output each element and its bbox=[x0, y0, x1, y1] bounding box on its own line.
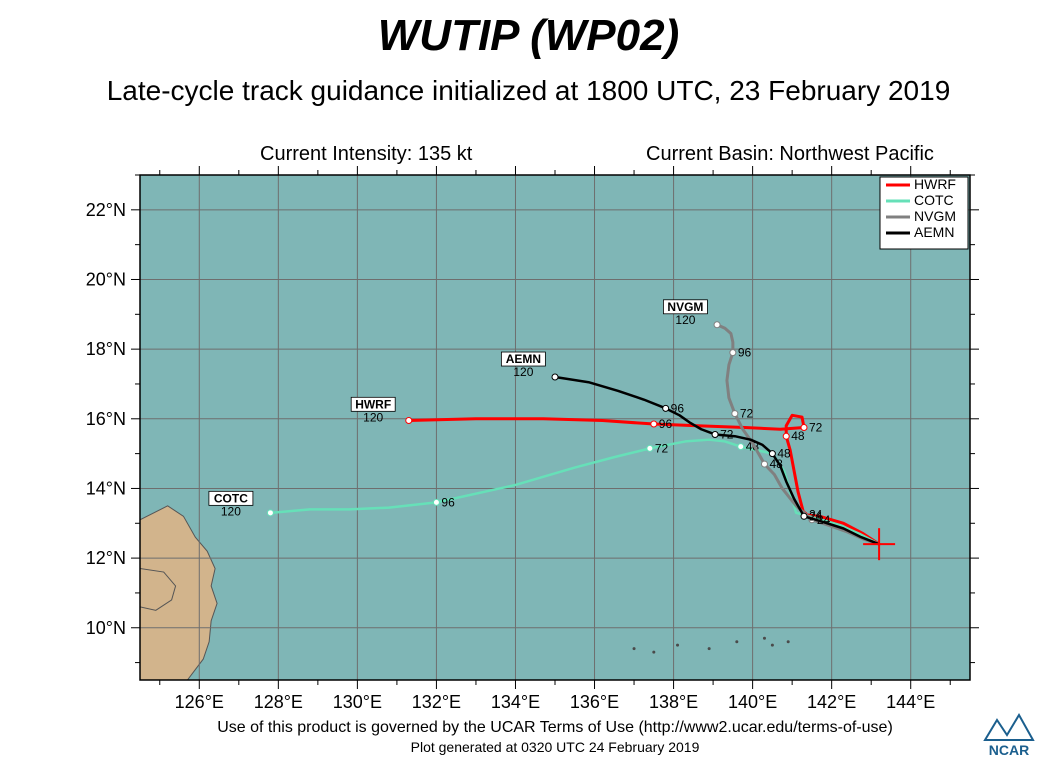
terms-text: Use of this product is governed by the U… bbox=[217, 719, 893, 736]
main-title: WUTIP (WP02) bbox=[378, 11, 679, 60]
ytick-label: 20°N bbox=[86, 269, 126, 289]
track-point bbox=[801, 513, 807, 519]
ocean bbox=[140, 175, 970, 680]
xtick-label: 140°E bbox=[728, 692, 777, 712]
legend-label: HWRF bbox=[914, 176, 956, 192]
track-point bbox=[801, 425, 807, 431]
track-point bbox=[647, 445, 653, 451]
track-point bbox=[406, 418, 412, 424]
track-label: HWRF bbox=[355, 397, 391, 411]
subtitle: Late-cycle track guidance initialized at… bbox=[107, 75, 951, 106]
track-label: AEMN bbox=[506, 352, 541, 366]
hour-label: 72 bbox=[809, 421, 823, 435]
hour-label: 24 bbox=[809, 509, 823, 523]
intensity-label: Current Intensity: 135 kt bbox=[260, 143, 473, 165]
track-endhour: 120 bbox=[221, 504, 241, 518]
track-endhour: 120 bbox=[363, 410, 383, 424]
island-dot bbox=[708, 647, 711, 650]
hour-label: 96 bbox=[659, 417, 673, 431]
xtick-label: 134°E bbox=[491, 692, 540, 712]
track-point bbox=[714, 322, 720, 328]
hour-label: 96 bbox=[738, 346, 752, 360]
track-point bbox=[732, 411, 738, 417]
island-dot bbox=[652, 651, 655, 654]
hour-label: 72 bbox=[655, 441, 669, 455]
ytick-label: 18°N bbox=[86, 339, 126, 359]
hour-label: 96 bbox=[441, 495, 455, 509]
stage: WUTIP (WP02) Late-cycle track guidance in… bbox=[0, 0, 1057, 780]
track-point bbox=[730, 350, 736, 356]
xtick-label: 128°E bbox=[254, 692, 303, 712]
track-point bbox=[712, 431, 718, 437]
hour-label: 72 bbox=[740, 407, 754, 421]
track-point bbox=[783, 433, 789, 439]
hour-label: 48 bbox=[791, 429, 805, 443]
island-dot bbox=[763, 637, 766, 640]
track-point bbox=[651, 421, 657, 427]
track-label: COTC bbox=[214, 491, 248, 505]
ytick-label: 22°N bbox=[86, 200, 126, 220]
xtick-label: 136°E bbox=[570, 692, 619, 712]
xtick-label: 132°E bbox=[412, 692, 461, 712]
track-point bbox=[769, 451, 775, 457]
ncar-logo: NCAR bbox=[985, 715, 1033, 758]
ytick-label: 14°N bbox=[86, 478, 126, 498]
track-endhour: 120 bbox=[675, 313, 695, 327]
track-endhour: 120 bbox=[513, 365, 533, 379]
track-point bbox=[761, 461, 767, 467]
plot-area: 24487296HWRF120487296COTC12024487296NVGM… bbox=[140, 175, 970, 680]
xtick-label: 144°E bbox=[886, 692, 935, 712]
track-label: NVGM bbox=[667, 300, 703, 314]
ncar-logo-text: NCAR bbox=[989, 742, 1029, 758]
ytick-label: 12°N bbox=[86, 548, 126, 568]
hour-label: 96 bbox=[671, 401, 685, 415]
island-dot bbox=[633, 647, 636, 650]
legend-label: AEMN bbox=[914, 224, 954, 240]
legend-label: COTC bbox=[914, 192, 954, 208]
ncar-logo-icon bbox=[985, 715, 1033, 740]
xtick-label: 130°E bbox=[333, 692, 382, 712]
xtick-label: 138°E bbox=[649, 692, 698, 712]
track-point bbox=[738, 444, 744, 450]
chart-svg: WUTIP (WP02) Late-cycle track guidance in… bbox=[0, 0, 1057, 780]
island-dot bbox=[787, 640, 790, 643]
ytick-label: 16°N bbox=[86, 409, 126, 429]
legend-label: NVGM bbox=[914, 208, 956, 224]
xtick-label: 126°E bbox=[175, 692, 224, 712]
basin-label: Current Basin: Northwest Pacific bbox=[646, 143, 934, 165]
island-dot bbox=[676, 644, 679, 647]
xtick-label: 142°E bbox=[807, 692, 856, 712]
island-dot bbox=[735, 640, 738, 643]
track-point bbox=[267, 510, 273, 516]
hour-label: 48 bbox=[777, 447, 791, 461]
ytick-label: 10°N bbox=[86, 618, 126, 638]
island-dot bbox=[771, 644, 774, 647]
track-point bbox=[433, 499, 439, 505]
hour-label: 72 bbox=[720, 427, 734, 441]
track-point bbox=[663, 405, 669, 411]
track-point bbox=[552, 374, 558, 380]
generated-text: Plot generated at 0320 UTC 24 February 2… bbox=[411, 739, 700, 755]
